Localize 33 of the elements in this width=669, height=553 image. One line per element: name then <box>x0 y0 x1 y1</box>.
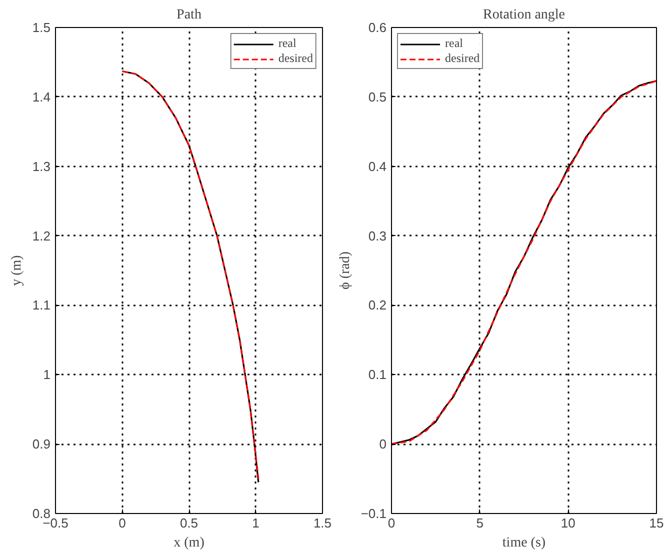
legend-label: desired <box>445 51 480 66</box>
chart-title: Rotation angle <box>482 8 566 22</box>
y-tick-label: 0.3 <box>368 228 387 244</box>
x-axis-title: x (m) <box>174 536 205 550</box>
y-axis-title: y (m) <box>9 254 24 286</box>
x-tick-label: 10 <box>560 516 576 530</box>
x-tick-label: 1 <box>252 516 260 530</box>
y-tick-label: 1.2 <box>32 228 51 244</box>
y-tick-label: 0.1 <box>368 367 387 382</box>
y-tick-label: 0.8 <box>32 506 51 521</box>
chart-title: Path <box>176 8 202 22</box>
y-tick-label: −0.1 <box>360 506 387 521</box>
y-tick-label: 0.5 <box>368 89 387 104</box>
legend-label: real <box>278 36 298 51</box>
y-tick-label: 1.4 <box>32 89 51 104</box>
y-tick-label: 0.9 <box>32 436 51 452</box>
y-tick-label: 0.6 <box>368 20 387 35</box>
y-tick-label: 0.4 <box>368 158 387 174</box>
y-tick-label: 1 <box>43 367 51 382</box>
y-tick-label: 1.5 <box>32 20 51 35</box>
x-tick-label: 5 <box>476 516 484 530</box>
legend-label: real <box>445 36 464 51</box>
x-tick-label: 15 <box>649 516 664 530</box>
y-tick-label: 1.3 <box>32 158 51 174</box>
y-tick-label: 0 <box>379 436 387 452</box>
x-tick-label: 0.5 <box>180 516 198 530</box>
x-tick-label: 0 <box>118 516 126 530</box>
y-tick-label: 1.1 <box>32 298 51 313</box>
y-tick-label: 0.2 <box>368 298 387 313</box>
x-tick-label: 1.5 <box>313 516 332 530</box>
y-axis-title: ϕ (rad) <box>338 251 353 290</box>
x-axis-title: time (s) <box>502 536 546 550</box>
legend-label: desired <box>278 51 313 66</box>
